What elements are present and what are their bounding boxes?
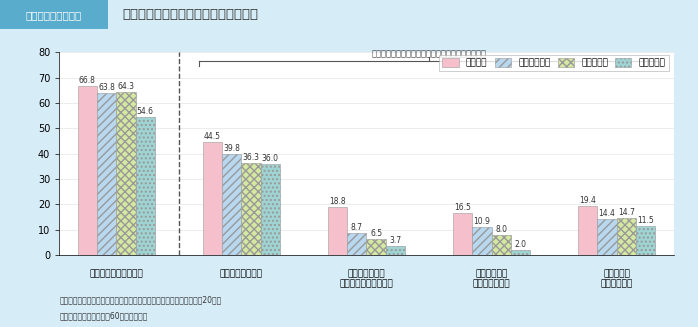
Bar — [116, 92, 135, 255]
Text: 6.5: 6.5 — [370, 229, 383, 238]
Bar — [578, 206, 597, 255]
Text: 18.8: 18.8 — [329, 198, 346, 206]
Bar — [511, 250, 530, 255]
Text: 36.0: 36.0 — [262, 154, 279, 163]
Text: 図１－２－１－１１: 図１－２－１－１１ — [26, 10, 82, 20]
Bar — [453, 213, 473, 255]
Text: 63.8: 63.8 — [98, 83, 115, 92]
Bar — [347, 233, 366, 255]
Text: 64.3: 64.3 — [117, 82, 135, 91]
Bar — [491, 235, 511, 255]
Text: 39.8: 39.8 — [223, 144, 240, 153]
Bar — [473, 228, 491, 255]
Bar — [260, 164, 280, 255]
Text: 44.5: 44.5 — [204, 132, 221, 141]
Bar — [366, 239, 386, 255]
Bar — [222, 154, 242, 255]
Text: 11.5: 11.5 — [637, 216, 654, 225]
Text: 同居形態別にみた心配ごとや悩みごと: 同居形態別にみた心配ごとや悩みごと — [122, 8, 258, 21]
Text: 10.9: 10.9 — [473, 217, 490, 226]
Text: 66.8: 66.8 — [79, 76, 96, 85]
Bar — [636, 226, 655, 255]
Text: 「心配ごとがある」者の内、その内容（複数回答）: 「心配ごとがある」者の内、その内容（複数回答） — [371, 50, 487, 59]
Bar — [242, 163, 260, 255]
Bar — [328, 207, 347, 255]
Bar — [0, 0, 108, 29]
Text: 19.4: 19.4 — [579, 196, 596, 205]
Text: 36.3: 36.3 — [242, 153, 260, 162]
Text: 生活費など
経済的なこと: 生活費など 経済的なこと — [600, 269, 633, 288]
Bar — [202, 142, 222, 255]
Text: 一人暮らしや
孤独になること: 一人暮らしや 孤独になること — [473, 269, 510, 288]
Text: 14.7: 14.7 — [618, 208, 634, 217]
Text: 病気のとき面倒
みてくれる人がいない: 病気のとき面倒 みてくれる人がいない — [339, 269, 394, 288]
Text: 8.0: 8.0 — [496, 225, 507, 234]
Bar — [97, 94, 116, 255]
Text: 自分の健康のこと: 自分の健康のこと — [220, 269, 263, 278]
Bar — [77, 86, 97, 255]
Bar — [597, 218, 617, 255]
Text: （注）調査対象は、全国60歳以上の男女: （注）調査対象は、全国60歳以上の男女 — [59, 312, 148, 321]
Bar — [617, 218, 636, 255]
Text: 心配ごとがある（計）: 心配ごとがある（計） — [89, 269, 143, 278]
Text: 3.7: 3.7 — [389, 236, 401, 245]
Text: 16.5: 16.5 — [454, 203, 471, 212]
Text: 資料：内閣府「高齢者の地域社会への参加に関する意識調査」（平成20年）: 資料：内閣府「高齢者の地域社会への参加に関する意識調査」（平成20年） — [59, 296, 221, 304]
Text: 2.0: 2.0 — [514, 240, 526, 249]
Bar — [135, 117, 155, 255]
Text: 54.6: 54.6 — [137, 107, 154, 116]
Legend: 単身世帯, 夫婦二人世帯, 二世代世帯, 三世代世帯: 単身世帯, 夫婦二人世帯, 二世代世帯, 三世代世帯 — [439, 55, 669, 71]
Bar — [386, 246, 405, 255]
Text: 14.4: 14.4 — [599, 209, 616, 217]
Text: 8.7: 8.7 — [351, 223, 363, 232]
